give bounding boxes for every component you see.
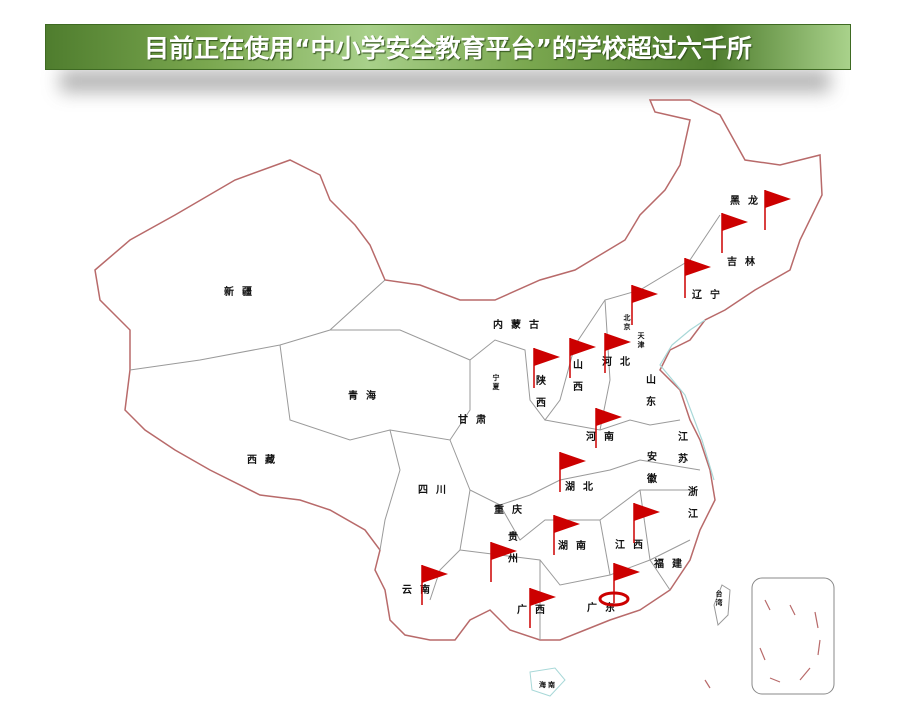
province-label: 陕西 (536, 374, 546, 409)
province-label: 贵州 (507, 530, 518, 565)
province-borders (129, 214, 721, 640)
province-label: 山东 (646, 373, 656, 408)
province-label: 湖北 (565, 480, 601, 493)
province-label: 山西 (573, 358, 583, 393)
province-label: 吉林 (727, 255, 763, 268)
banner-shadow (60, 70, 830, 92)
province-label: 江苏 (678, 430, 688, 465)
flag-icon (598, 563, 640, 607)
banner-title: 目前正在使用“中小学安全教育平台”的学校超过六千所 (144, 34, 752, 63)
province-label: 重庆 (494, 503, 530, 516)
flag-icon (595, 408, 622, 448)
province-label: 湖南 (558, 539, 594, 552)
flag-icon (529, 588, 556, 628)
flag-icon (764, 190, 791, 230)
flag-icon (633, 503, 660, 543)
flag-icon (421, 565, 448, 605)
province-label: 浙江 (688, 485, 698, 520)
flag-icon (533, 348, 560, 388)
flag-icon (559, 452, 586, 492)
province-label: 青海 (348, 389, 384, 402)
flag-icon (553, 515, 580, 555)
flag-icon (631, 285, 658, 325)
province-label: 西藏 (247, 453, 283, 466)
province-label: 广西 (517, 603, 553, 616)
province-label: 海南 (539, 680, 557, 689)
flag-icon (684, 258, 711, 298)
flag-icon (604, 333, 631, 373)
province-label: 内蒙古 (493, 318, 547, 331)
province-label: 安徽 (646, 450, 658, 485)
province-label: 新疆 (224, 285, 260, 298)
national-border (94, 99, 823, 641)
hainan (529, 667, 566, 697)
title-banner: 目前正在使用“中小学安全教育平台”的学校超过六千所 (45, 24, 851, 70)
province-label: 黑龙 (730, 194, 766, 207)
province-label: 宁夏 (492, 373, 501, 391)
province-label: 台湾 (716, 589, 723, 607)
province-label: 江西 (615, 538, 651, 551)
province-label: 北京 (624, 313, 631, 331)
province-label: 云南 (402, 583, 438, 596)
province-label: 辽宁 (692, 288, 728, 301)
province-label: 河南 (586, 430, 622, 443)
flag-icon (490, 542, 517, 582)
taiwan (713, 584, 731, 627)
inset-islands (704, 599, 821, 689)
province-label: 甘肃 (458, 413, 494, 426)
flag-icon (569, 338, 596, 378)
province-label: 四川 (418, 484, 454, 496)
province-label: 河北 (602, 355, 638, 368)
province-label: 天津 (638, 332, 646, 349)
province-label: 福建 (653, 557, 690, 570)
coastline (659, 319, 715, 481)
flag-icon (721, 213, 748, 253)
south-china-sea-inset (751, 577, 835, 695)
